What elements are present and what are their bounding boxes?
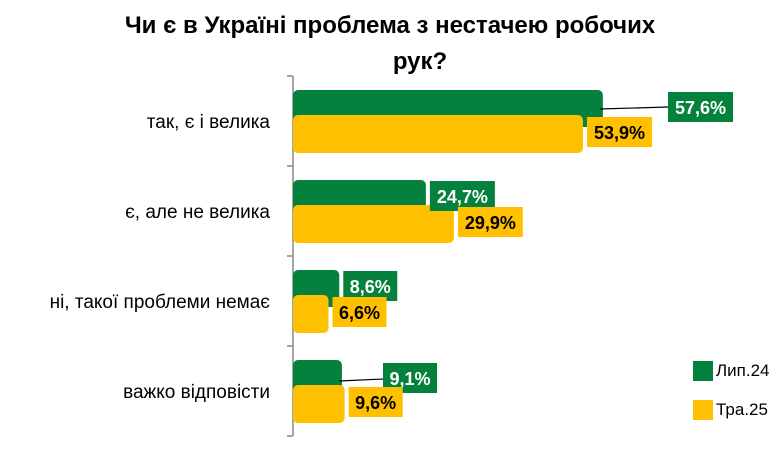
data-label-lip24: 57,6% bbox=[675, 98, 726, 118]
leader-line bbox=[599, 106, 669, 110]
bar-tra25 bbox=[293, 385, 345, 423]
bar-tra25 bbox=[293, 205, 454, 243]
data-label-lip24: 8,6% bbox=[350, 277, 391, 297]
bar-tra25 bbox=[293, 295, 329, 333]
data-label-tra25: 53,9% bbox=[594, 123, 645, 143]
category-label: важко відповісти bbox=[123, 382, 270, 403]
data-label-box-tra25 bbox=[586, 117, 652, 147]
title-line-2: рук? bbox=[392, 48, 448, 75]
category-label: так, є і велика bbox=[147, 112, 271, 133]
data-label-tra25: 6,6% bbox=[339, 303, 380, 323]
legend-swatch-lip24 bbox=[693, 361, 713, 381]
leader-line bbox=[338, 378, 384, 382]
legend-swatch-tra25 bbox=[693, 400, 713, 420]
data-label-tra25: 9,6% bbox=[355, 393, 396, 413]
data-label-box-tra25 bbox=[457, 207, 523, 237]
data-label-tra25: 29,9% bbox=[465, 213, 516, 233]
category-label: є, але не велика bbox=[125, 202, 270, 223]
category-label: ні, такої проблеми немає bbox=[50, 292, 271, 313]
title-line-1: Чи є в Україні проблема з нестачею робоч… bbox=[124, 12, 656, 39]
legend-label-tra25: Тра.25 bbox=[716, 400, 768, 419]
data-label-box-tra25 bbox=[348, 387, 403, 417]
data-label-box-lip24 bbox=[343, 271, 398, 301]
chart-title: Чи є в Україні проблема з нестачею робоч… bbox=[60, 8, 720, 80]
data-label-box-lip24 bbox=[429, 181, 495, 211]
bar-tra25 bbox=[293, 115, 583, 153]
legend-label-lip24: Лип.24 bbox=[716, 361, 770, 380]
data-label-lip24: 24,7% bbox=[437, 187, 488, 207]
data-label-box-lip24 bbox=[668, 92, 733, 122]
data-label-box-tra25 bbox=[332, 297, 387, 327]
data-label-lip24: 9,1% bbox=[389, 369, 430, 389]
